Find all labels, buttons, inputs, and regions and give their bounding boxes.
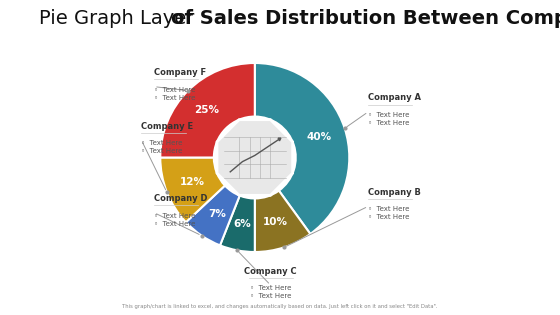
Text: ◦  Text Here: ◦ Text Here — [141, 148, 183, 154]
Wedge shape — [160, 158, 225, 222]
Text: Company A: Company A — [368, 93, 421, 102]
Text: 10%: 10% — [263, 217, 288, 227]
Text: ◦  Text Here: ◦ Text Here — [154, 220, 195, 226]
Text: ◦  Text Here: ◦ Text Here — [368, 206, 409, 212]
Text: 7%: 7% — [208, 209, 226, 219]
Wedge shape — [160, 63, 255, 158]
Text: Company C: Company C — [244, 266, 297, 276]
Text: 6%: 6% — [233, 219, 251, 229]
Text: ◦  Text Here: ◦ Text Here — [154, 94, 195, 100]
Text: ◦  Text Here: ◦ Text Here — [368, 120, 409, 126]
Text: Company B: Company B — [368, 188, 421, 197]
Text: ◦  Text Here: ◦ Text Here — [141, 140, 183, 146]
Text: 40%: 40% — [307, 132, 332, 141]
Wedge shape — [255, 63, 349, 234]
Wedge shape — [255, 191, 310, 252]
Text: Company D: Company D — [154, 194, 208, 203]
Text: 12%: 12% — [179, 177, 204, 187]
Text: Company E: Company E — [141, 122, 194, 131]
Text: of Sales Distribution Between Companies: of Sales Distribution Between Companies — [171, 9, 560, 28]
Wedge shape — [186, 186, 240, 245]
Polygon shape — [217, 120, 293, 195]
Text: ◦  Text Here: ◦ Text Here — [250, 293, 291, 299]
Text: ◦  Text Here: ◦ Text Here — [154, 213, 195, 219]
Text: Company F: Company F — [154, 68, 206, 77]
Text: ◦  Text Here: ◦ Text Here — [368, 214, 409, 220]
Text: ◦  Text Here: ◦ Text Here — [154, 87, 195, 93]
Text: This graph/chart is linked to excel, and changes automatically based on data. Ju: This graph/chart is linked to excel, and… — [122, 304, 438, 309]
Text: ◦  Text Here: ◦ Text Here — [368, 112, 409, 118]
Text: ◦  Text Here: ◦ Text Here — [250, 285, 291, 291]
Text: Pie Graph Layer: Pie Graph Layer — [39, 9, 201, 28]
Text: 25%: 25% — [194, 105, 220, 115]
Wedge shape — [220, 196, 255, 252]
